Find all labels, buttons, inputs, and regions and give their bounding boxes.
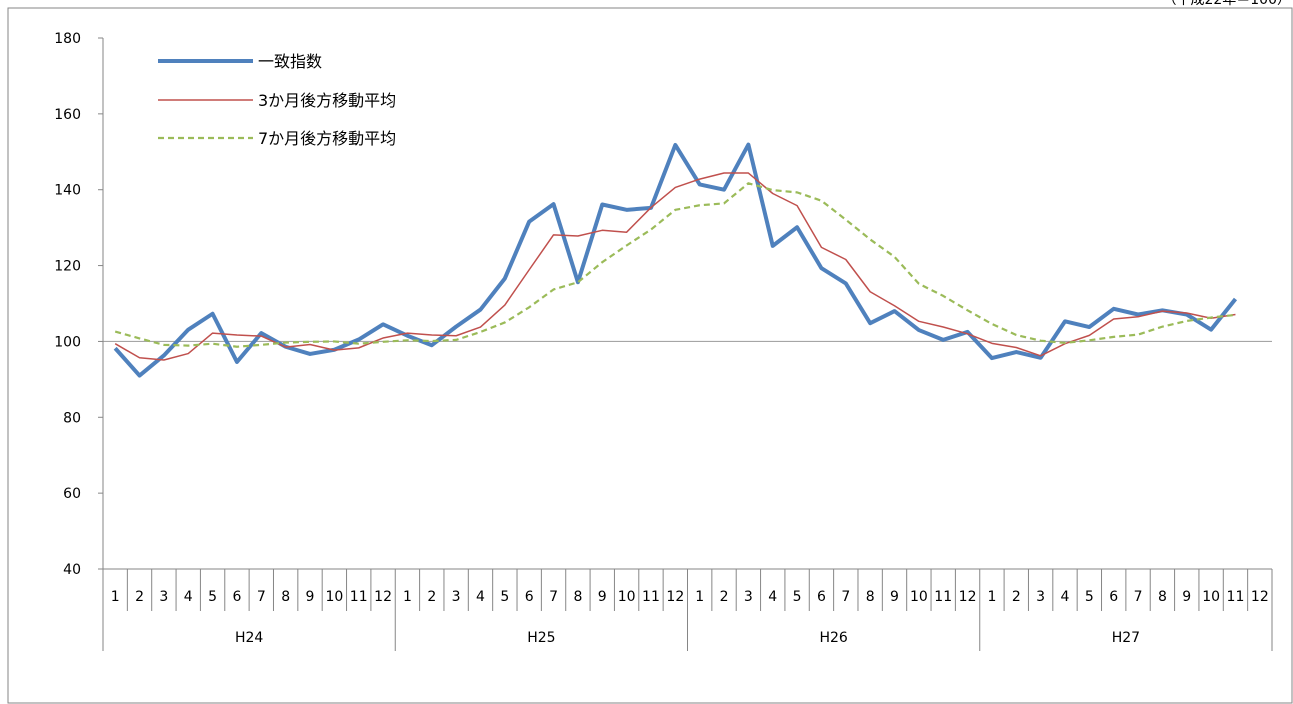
x-tick-label-month: 12 [374,589,392,605]
x-tick-label-month: 8 [866,589,875,605]
x-tick-label-month: 12 [1251,589,1269,605]
x-tick-label-month: 4 [768,589,777,605]
x-tick-label-month: 4 [476,589,485,605]
y-tick-label: 180 [54,31,81,47]
x-tick-label-month: 6 [525,589,534,605]
y-tick-label: 160 [54,107,81,123]
y-tick-label: 140 [54,183,81,199]
x-tick-label-month: 10 [910,589,928,605]
x-tick-label-month: 9 [890,589,899,605]
x-tick-label-month: 1 [987,589,996,605]
x-tick-label-month: 9 [1182,589,1191,605]
x-tick-label-month: 5 [793,589,802,605]
y-tick-label: 100 [54,334,81,350]
x-tick-label-month: 8 [573,589,582,605]
x-tick-label-month: 11 [1227,589,1245,605]
x-tick-label-month: 12 [959,589,977,605]
x-tick-label-month: 3 [744,589,753,605]
y-tick-label: 40 [63,562,81,578]
x-tick-label-month: 6 [817,589,826,605]
x-tick-label-month: 7 [841,589,850,605]
x-tick-label-month: 4 [184,589,193,605]
x-tick-label-month: 10 [618,589,636,605]
y-tick-label: 60 [63,486,81,502]
series-line-1 [113,142,1238,378]
x-tick-label-month: 2 [427,589,436,605]
x-tick-label-month: 1 [695,589,704,605]
x-tick-label-month: 12 [666,589,684,605]
x-tick-label-month: 10 [325,589,343,605]
x-tick-label-month: 10 [1202,589,1220,605]
chart-border [7,7,1293,704]
y-tick-label: 120 [54,259,81,275]
series-layer [113,142,1238,378]
x-tick-label-month: 2 [720,589,729,605]
legend-label-3: 7か月後方移動平均 [258,129,396,148]
unit-note: （平成22年＝100） [1162,0,1291,8]
y-tick-label: 80 [63,410,81,426]
x-tick-label-month: 6 [1109,589,1118,605]
series-line-3 [114,182,1236,348]
x-tick-label-month: 2 [135,589,144,605]
legend-label-2: 3か月後方移動平均 [258,91,396,110]
x-tick-label-year: H26 [819,630,847,646]
x-tick-label-month: 6 [232,589,241,605]
x-tick-label-year: H25 [527,630,555,646]
x-tick-label-month: 5 [208,589,217,605]
x-tick-label-month: 9 [598,589,607,605]
x-tick-label-month: 2 [1012,589,1021,605]
x-tick-label-month: 7 [257,589,266,605]
x-tick-label-month: 5 [1085,589,1094,605]
x-tick-label-month: 7 [1134,589,1143,605]
x-tick-label-month: 8 [1158,589,1167,605]
x-tick-label-month: 3 [1036,589,1045,605]
x-tick-label-month: 11 [350,589,368,605]
x-tick-label-month: 9 [306,589,315,605]
x-tick-label-month: 1 [403,589,412,605]
x-tick-label-month: 3 [452,589,461,605]
x-tick-label-month: 11 [934,589,952,605]
x-tick-label-month: 5 [500,589,509,605]
legend-label-1: 一致指数 [258,52,322,71]
x-tick-label-month: 8 [281,589,290,605]
x-tick-label-month: 1 [111,589,120,605]
x-tick-label-month: 11 [642,589,660,605]
x-tick-label-month: 3 [159,589,168,605]
x-tick-label-year: H27 [1112,630,1140,646]
series-line-2 [114,172,1236,361]
legend: 一致指数 3か月後方移動平均 7か月後方移動平均 [158,52,396,148]
x-tick-label-month: 7 [549,589,558,605]
x-tick-label-year: H24 [235,630,263,646]
x-tick-label-month: 4 [1061,589,1070,605]
